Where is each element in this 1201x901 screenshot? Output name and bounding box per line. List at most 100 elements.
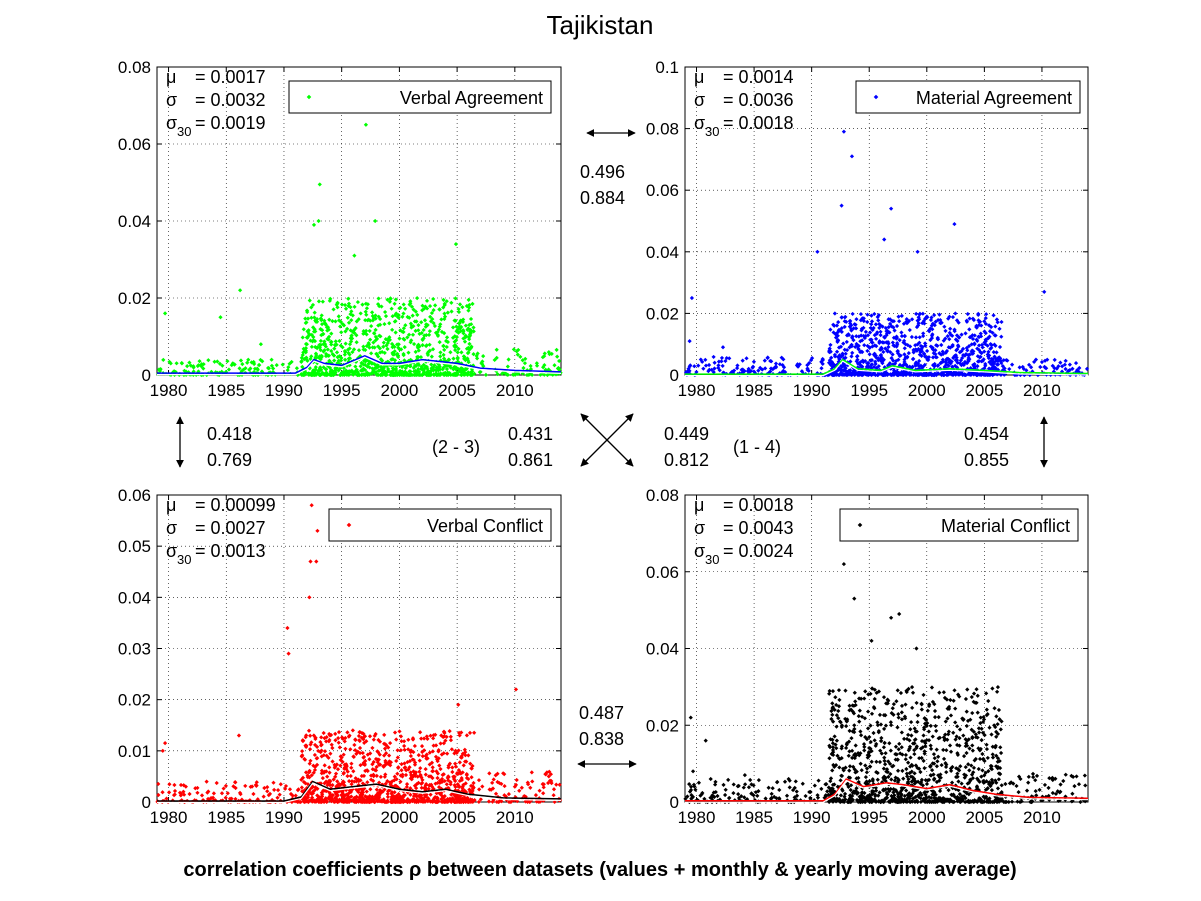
data-point — [1050, 363, 1055, 368]
data-point — [361, 344, 366, 349]
data-point — [694, 369, 699, 375]
data-point — [899, 793, 904, 798]
data-point — [963, 351, 969, 357]
data-point — [500, 371, 505, 376]
data-point — [434, 791, 439, 796]
data-point — [373, 338, 378, 343]
data-point — [847, 708, 852, 713]
data-point — [865, 312, 870, 317]
data-point — [998, 371, 1003, 376]
data-point — [977, 355, 982, 360]
data-point — [828, 342, 833, 348]
data-point — [457, 733, 462, 738]
data-point — [300, 796, 306, 801]
data-point — [924, 348, 930, 354]
data-point — [879, 751, 884, 756]
data-point — [448, 734, 453, 739]
data-point — [755, 793, 760, 798]
data-point — [353, 748, 358, 753]
data-point — [548, 772, 554, 777]
data-point — [168, 361, 173, 366]
data-point — [924, 781, 930, 787]
data-point — [859, 365, 864, 371]
data-point — [839, 326, 844, 331]
data-point — [889, 324, 894, 329]
data-point — [770, 786, 775, 791]
data-point — [348, 336, 353, 341]
data-point — [424, 781, 429, 787]
data-point — [386, 753, 392, 758]
data-point — [469, 766, 474, 771]
data-point — [442, 347, 447, 352]
data-point — [368, 751, 373, 756]
data-point — [546, 774, 551, 779]
stat-symbol-mu: μ — [166, 495, 176, 515]
data-point — [348, 798, 353, 803]
data-point — [1052, 366, 1057, 371]
data-point — [965, 311, 970, 317]
data-point — [311, 733, 316, 738]
data-point — [455, 350, 460, 355]
data-point — [946, 360, 952, 365]
data-point — [920, 320, 925, 326]
data-point — [894, 699, 899, 704]
data-point — [869, 340, 874, 345]
data-point — [939, 352, 944, 357]
data-point — [186, 370, 191, 375]
data-point — [861, 333, 866, 339]
data-point — [775, 779, 780, 785]
data-point — [872, 371, 877, 376]
data-point — [405, 798, 410, 803]
data-point — [172, 782, 177, 788]
data-point — [308, 338, 313, 343]
data-point — [307, 747, 313, 752]
data-point — [712, 360, 717, 365]
data-point — [387, 335, 392, 340]
data-point — [901, 370, 906, 376]
data-point — [862, 343, 867, 348]
data-point — [876, 364, 881, 369]
data-point — [850, 729, 855, 734]
data-point — [429, 784, 435, 789]
data-point — [439, 790, 444, 795]
data-point — [351, 769, 356, 774]
data-point — [797, 362, 802, 367]
data-point — [460, 368, 465, 373]
data-point — [356, 799, 361, 804]
data-point — [293, 799, 298, 804]
data-point — [960, 797, 965, 802]
data-point — [993, 333, 998, 338]
data-point — [460, 305, 465, 310]
data-point — [393, 366, 399, 372]
data-point — [312, 310, 317, 315]
data-point — [968, 366, 973, 371]
data-point — [336, 314, 341, 319]
data-point — [882, 758, 887, 763]
data-point — [979, 359, 984, 364]
data-point — [989, 345, 994, 351]
data-point — [537, 799, 543, 804]
data-point — [459, 730, 464, 735]
data-point — [342, 766, 347, 771]
data-point — [206, 789, 211, 794]
data-point — [420, 303, 425, 308]
data-point — [333, 368, 338, 373]
data-point — [883, 762, 888, 767]
data-point — [1007, 366, 1012, 372]
data-point — [1070, 366, 1075, 371]
data-point — [519, 785, 524, 790]
data-point — [249, 360, 254, 365]
data-point — [336, 368, 341, 373]
data-point — [426, 332, 432, 337]
data-point — [751, 369, 757, 374]
data-point — [487, 787, 492, 792]
data-point — [924, 737, 929, 743]
data-point — [385, 778, 390, 784]
data-point — [891, 370, 896, 375]
data-point — [546, 350, 551, 355]
data-point — [435, 799, 440, 805]
data-point — [947, 797, 953, 802]
data-point — [995, 756, 1001, 761]
data-point — [372, 331, 377, 336]
data-point — [875, 314, 880, 320]
